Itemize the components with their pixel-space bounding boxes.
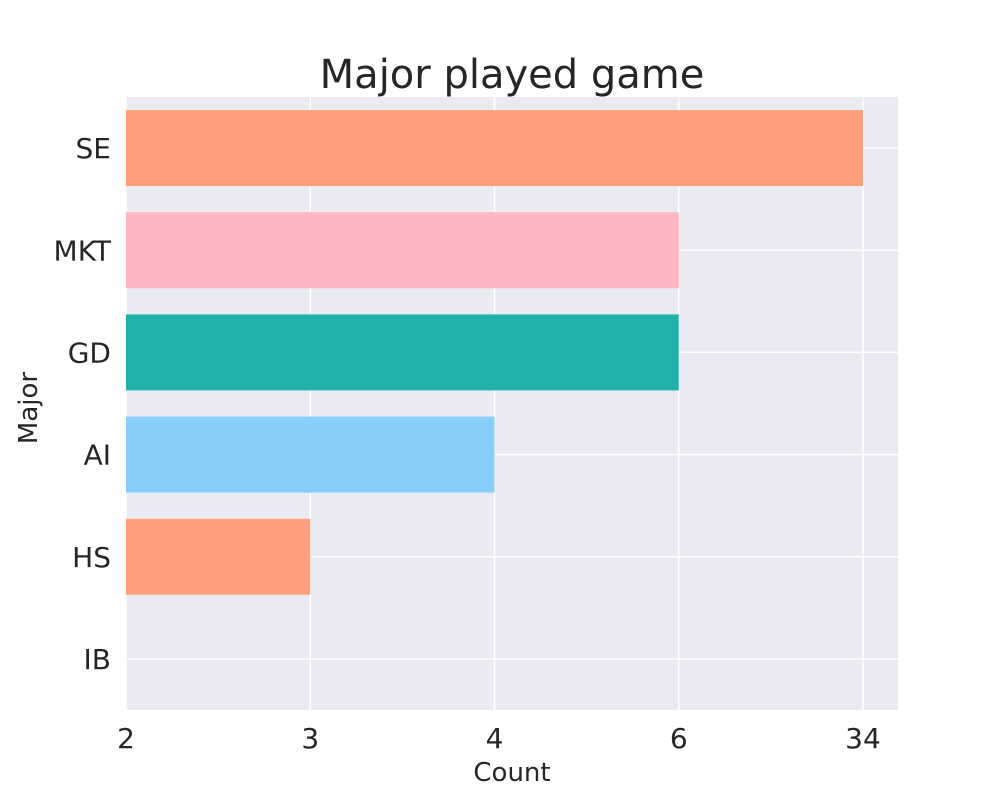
y-tick-label: MKT: [54, 234, 112, 267]
bar-mkt: [126, 212, 679, 289]
y-tick-labels: SE MKT GD AI HS IB: [54, 132, 112, 676]
plot-area: [126, 97, 898, 710]
bar-se: [126, 110, 863, 187]
bar-ai: [126, 416, 495, 493]
x-tick-label: 3: [301, 722, 319, 755]
x-tick-label: 4: [486, 722, 504, 755]
x-tick-labels: 2 3 4 6 34: [117, 722, 881, 755]
x-axis-label: Count: [473, 758, 550, 788]
x-tick-label: 34: [845, 722, 881, 755]
chart-title: Major played game: [320, 52, 705, 98]
y-tick-label: GD: [68, 336, 111, 369]
bar-gd: [126, 314, 679, 391]
x-tick-label: 6: [670, 722, 688, 755]
bars: [126, 110, 863, 595]
y-tick-label: AI: [84, 439, 111, 472]
x-tick-label: 2: [117, 722, 135, 755]
bar-hs: [126, 518, 311, 595]
y-axis-label: Major: [14, 372, 44, 444]
y-tick-label: IB: [84, 643, 111, 676]
y-tick-label: HS: [72, 541, 111, 574]
y-tick-label: SE: [76, 132, 111, 165]
